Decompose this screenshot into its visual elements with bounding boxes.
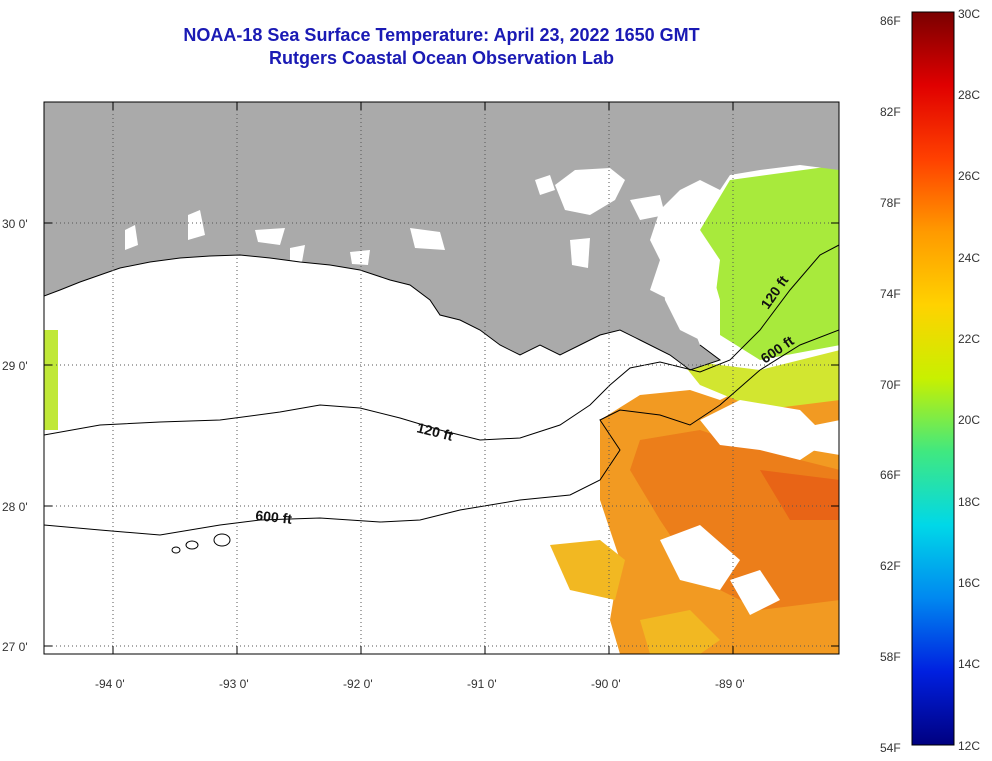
cbar-c-26: 26C [958,169,980,183]
title-line-2: Rutgers Coastal Ocean Observation Lab [268,48,615,68]
coastline [44,254,722,371]
lake-small-2 [125,225,138,250]
lake-small-6 [350,250,370,265]
cbar-c-12: 12C [958,739,980,753]
lake-small-7 [410,228,445,250]
bank-outline-3 [171,546,181,554]
cbar-f-62: 62F [880,559,901,573]
cbar-c-30: 30C [958,7,980,21]
lat-label-29: 29 0' [2,359,28,373]
cbar-f-70: 70F [880,378,901,392]
cbar-f-66: 66F [880,468,901,482]
lon-label-94: -94 0' [95,677,125,691]
frame-ticks [44,102,839,654]
cbar-c-24: 24C [958,251,980,265]
cbar-c-22: 22C [958,332,980,346]
lat-label-27: 27 0' [2,640,28,654]
contour-120ft [44,244,839,441]
lat-label-28: 28 0' [2,500,28,514]
delta-marsh [660,230,720,340]
map-frame [43,101,840,655]
map-body [44,102,839,654]
lon-label-91: -91 0' [467,677,497,691]
cbar-f-74: 74F [880,287,901,301]
lat-label-30: 30 0' [2,217,28,231]
lake-small-1 [535,175,555,195]
lon-label-89: -89 0' [715,677,745,691]
cbar-f-82: 82F [880,105,901,119]
cbar-c-14: 14C [958,657,980,671]
lake-small-5 [290,245,305,262]
contour-label-600-west: 600 ft [255,507,293,527]
lake-pontchartrain [555,168,625,215]
title-line-1: NOAA-18 Sea Surface Temperature: April 2… [183,25,700,45]
lon-label-90: -90 0' [591,677,621,691]
cbar-c-16: 16C [958,576,980,590]
cbar-c-20: 20C [958,413,980,427]
lake-small-9 [630,195,665,220]
cbar-f-78: 78F [880,196,901,210]
lake-small-3 [188,210,205,240]
contour-label-120-west: 120 ft [415,419,455,443]
lon-label-92: -92 0' [343,677,373,691]
cbar-f-58: 58F [880,650,901,664]
map-title: NOAA-18 Sea Surface Temperature: April 2… [44,24,839,70]
contour-600ft [44,329,839,536]
cbar-c-28: 28C [958,88,980,102]
cbar-f-86: 86F [880,14,901,28]
land-mass [44,102,839,370]
cbar-f-54: 54F [880,741,901,755]
lake-small-4 [255,228,285,245]
colorbar [911,11,955,746]
lake-small-8 [570,238,590,268]
cbar-c-18: 18C [958,495,980,509]
bank-outline-2 [213,533,231,547]
graticule [44,102,839,654]
colorbar-c-labels: 30C 28C 26C 24C 22C 20C 18C 16C 14C 12C [958,7,980,753]
bank-outline-1 [185,540,199,550]
colorbar-f-labels: 86F 82F 78F 74F 70F 66F 62F 58F 54F [880,14,901,755]
lon-label-93: -93 0' [219,677,249,691]
sst-field [44,165,839,654]
